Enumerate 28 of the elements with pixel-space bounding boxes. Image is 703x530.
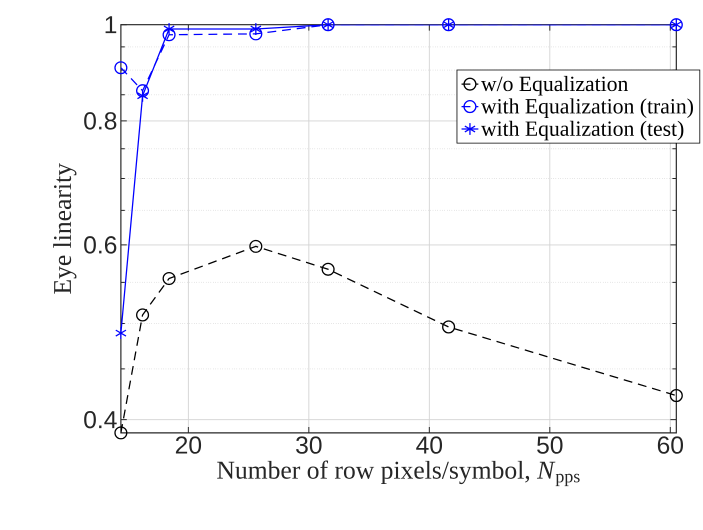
x-tick-label: 60 (658, 436, 684, 454)
point (136, 89, 148, 102)
point (249, 240, 262, 254)
x-tick-label: 30 (296, 436, 322, 454)
x-tick-label: 20 (176, 436, 202, 454)
legend-label: with Equalization (test) (480, 120, 684, 141)
point (115, 326, 127, 340)
y-tick-label: 1 (106, 16, 116, 34)
point (136, 308, 150, 322)
point (442, 320, 456, 334)
point (250, 22, 262, 36)
legend-label: w/o Equalization (480, 76, 628, 96)
point (163, 22, 175, 36)
point (136, 84, 150, 98)
legend-label: with Equalization (train) (480, 98, 693, 118)
x-tick-label: 50 (537, 436, 563, 454)
y-tick-label: 0.8 (84, 112, 116, 130)
x-axis-title: Number of row pixels/symbol, N$_{pps}$ (217, 460, 580, 486)
x-tick-label: 40 (416, 436, 442, 454)
point (670, 389, 683, 402)
y-axis-title: Eye linearity (53, 163, 76, 294)
point (162, 28, 176, 42)
point (322, 262, 335, 276)
point (162, 272, 176, 286)
y-tick-label: 0.4 (84, 411, 117, 429)
point (114, 61, 128, 74)
point (249, 27, 262, 41)
y-tick-label: 0.6 (84, 236, 116, 254)
